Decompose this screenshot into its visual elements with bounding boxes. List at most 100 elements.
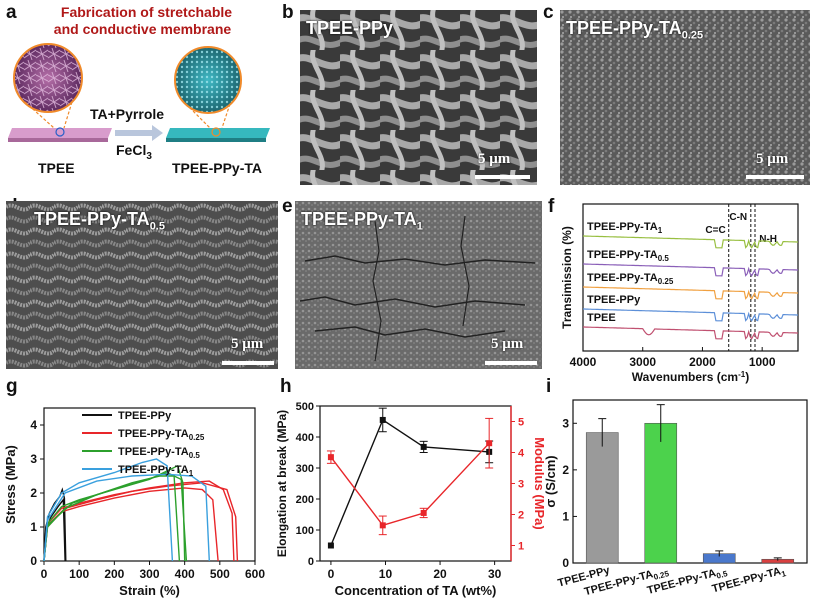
y-tick-label-g: 4 — [30, 418, 37, 432]
chart-h-elongation-modulus: 0 10 20 30010020030040050012345Concentratio… — [276, 401, 544, 598]
x-axis-label-h: Concentration of TA (wt%) — [335, 583, 497, 598]
stress-strain-curve-g — [43, 473, 210, 562]
scale-text-b: 5 μm — [478, 151, 511, 167]
legend-label-g: TPEE-PPy-TA1 — [118, 464, 194, 478]
y-tick-label-h: 0 — [308, 556, 314, 568]
y-tick-label-g: 0 — [30, 554, 37, 568]
y-tick-label-i: 3 — [562, 416, 569, 430]
plot-frame-h — [319, 405, 512, 562]
spectrum-label-f: TPEE-PPy-TA0.25 — [587, 272, 674, 286]
sem-label-c: TPEE-PPy-TA0.25 — [566, 18, 703, 42]
sem-label-d-sub: 0.5 — [149, 220, 165, 233]
x-axis-label-f: Wavenumbers (cm-1) — [632, 370, 749, 384]
y-tick-label-g: 1 — [30, 520, 37, 534]
panel-letter-c: c — [543, 2, 554, 23]
panel-letter-b: b — [282, 2, 294, 23]
x-tick-label-g: 600 — [245, 567, 265, 581]
x-tick-label-f: 2000 — [689, 355, 716, 369]
sem-image-e: TPEE-PPy-TA1 5 μm — [295, 201, 542, 369]
spectrum-label-f-main: TPEE-PPy-TA — [587, 249, 658, 261]
sem-texture-e — [295, 201, 542, 369]
stress-strain-curve-g — [43, 471, 188, 562]
stress-strain-curve-g — [43, 458, 174, 562]
legend-label-g-main: TPEE-PPy-TA — [118, 428, 189, 440]
data-point-h — [327, 454, 334, 461]
sem-label-e-sub: 1 — [416, 220, 423, 233]
y-tick-label-i: 0 — [562, 556, 569, 570]
scale-bar-c — [746, 175, 804, 179]
catalyst-subscript: 3 — [146, 150, 152, 162]
x-tick-label-g: 0 — [41, 567, 48, 581]
y-tick-label-g: 3 — [30, 452, 37, 466]
spectrum-label-f-main: TPEE-PPy-TA — [587, 272, 658, 284]
sem-image-b: TPEE-PPy 5 μm — [300, 10, 537, 185]
plot-frame-i — [572, 399, 808, 564]
spectrum-label-f: TPEE-PPy-TA0.5 — [587, 249, 669, 263]
y-axis-label-h: Elongation at break (MPa) — [276, 410, 289, 557]
sem-label-e: TPEE-PPy-TA1 — [301, 209, 423, 233]
x-tick-label-g: 100 — [69, 567, 89, 581]
sem-label-c-text: TPEE-PPy-TA — [566, 18, 682, 38]
panel-letter-i: i — [546, 376, 552, 397]
spectrum-label-f-sub: 0.25 — [658, 277, 674, 286]
fabrication-schematic-graphic — [8, 43, 270, 142]
legend-label-g-sub: 1 — [189, 469, 194, 478]
bar-i — [644, 422, 678, 564]
y-axis-label-g: Stress (MPa) — [3, 445, 18, 524]
x-tick-label-g: 500 — [210, 567, 230, 581]
y-axis-label-i: σ (S/cm) — [545, 455, 558, 507]
annotation-f: N-H — [759, 234, 777, 245]
panel-letter-e: e — [282, 196, 293, 217]
x-tick-label-h: 10 — [379, 567, 393, 581]
data-point-h — [486, 440, 493, 447]
spectrum-label-f-main: TPEE — [587, 312, 616, 324]
legend-label-g: TPEE-PPy — [118, 410, 172, 422]
sem-label-d-text: TPEE-PPy-TA — [34, 209, 150, 229]
spectrum-label-f: TPEE-PPy-TA1 — [587, 221, 663, 235]
scale-text-e: 5 μm — [491, 336, 524, 352]
legend-label-g-main: TPEE-PPy — [118, 410, 172, 422]
sem-texture-b — [300, 10, 537, 185]
data-point-h — [420, 443, 427, 450]
panel-a-title-line2: and conductive membrane — [53, 21, 232, 37]
data-point-h — [420, 509, 427, 516]
data-point-h — [379, 522, 386, 529]
x-axis-label-g: Strain (%) — [119, 583, 180, 598]
sem-texture-c — [560, 10, 810, 185]
y-tick-label-h: 500 — [296, 401, 314, 413]
scale-text-c: 5 μm — [756, 151, 789, 167]
panel-letter-f: f — [548, 196, 555, 217]
panel-a-schematic: Fabrication of stretchable and conductiv… — [0, 0, 275, 190]
y-tick-label-h: 400 — [296, 432, 314, 444]
legend-label-g-main: TPEE-PPy-TA — [118, 464, 189, 476]
panel-letter-a: a — [6, 2, 17, 23]
chart-g-stress-strain: 0 100 200 300 400 500 600 0 1 2 3 4 Strain (%) Stress… — [3, 407, 265, 598]
spectrum-line-f — [583, 263, 798, 277]
y-tick-label-i: 2 — [562, 463, 569, 477]
panel-a-title-line1: Fabrication of stretchable — [60, 4, 233, 20]
sem-label-c-sub: 0.25 — [681, 29, 704, 42]
y-axis-label-f: Transimission (%) — [560, 226, 574, 329]
y-tick-label-i: 1 — [562, 509, 569, 523]
legend-label-g: TPEE-PPy-TA0.25 — [118, 428, 205, 442]
y-right-tick-label-h: 3 — [518, 479, 524, 491]
scale-text-d: 5 μm — [231, 336, 264, 352]
tpee-ppy-ta-membrane — [166, 127, 270, 142]
tpee-fiber-magnified-view — [13, 43, 83, 113]
bar-i — [585, 432, 619, 564]
plot-frame-f — [582, 203, 799, 352]
tpee-ppy-ta-label: TPEE-PPy-TA — [172, 160, 262, 176]
data-point-h — [379, 416, 386, 423]
y-tick-label-h: 300 — [296, 463, 314, 475]
x-tick-label-g: 300 — [139, 567, 159, 581]
annotation-f: C-N — [729, 212, 747, 223]
category-label-i-sub: 0.25 — [653, 569, 671, 582]
scale-bar-e — [485, 361, 537, 365]
y-right-tick-label-h: 1 — [518, 541, 524, 553]
x-tick-label-f: 4000 — [570, 355, 597, 369]
y-right-tick-label-h: 4 — [518, 448, 525, 460]
sem-label-d: TPEE-PPy-TA0.5 — [34, 209, 165, 233]
spectrum-label-f-sub: 0.5 — [658, 254, 670, 263]
spectrum-label-f: TPEE-PPy — [587, 294, 641, 306]
